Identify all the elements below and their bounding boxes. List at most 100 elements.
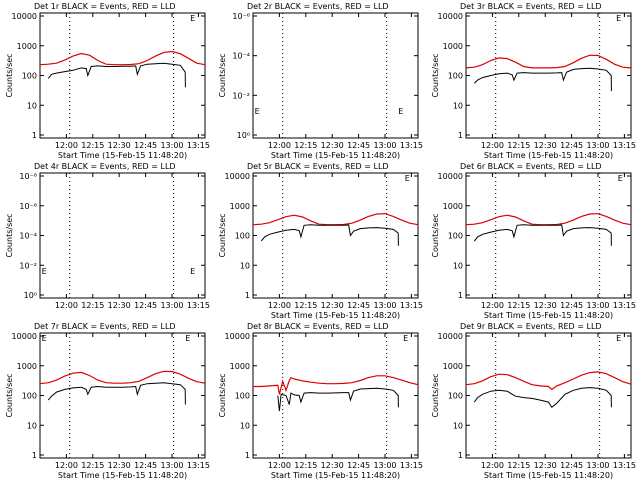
x-tick-label: 13:00 [160, 461, 183, 470]
y-tick-label: 10 [453, 101, 463, 110]
y-tick-label: 100 [448, 392, 463, 401]
x-tick-label: 12:45 [134, 301, 157, 310]
lld-series-line [465, 371, 632, 391]
chart-panel: Det 1r BLACK = Events, RED = LLD 1 10 100 10… [5, 2, 210, 160]
x-tick-label: 13:00 [373, 301, 396, 310]
x-tick-label: 12:30 [321, 141, 344, 150]
x-tick-label: 12:15 [81, 301, 104, 310]
x-tick-label: 12:15 [294, 301, 317, 310]
x-tick-label: 12:45 [134, 461, 157, 470]
x-tick-label: 13:00 [373, 141, 396, 150]
y-tick-label: 100 [448, 72, 463, 81]
events-series-line [277, 387, 399, 412]
x-tick-label: 12:30 [108, 141, 131, 150]
y-tick-label: 10 [27, 421, 37, 430]
chart-title: Det 3r BLACK = Events, RED = LLD [460, 2, 602, 11]
x-tick-label: 13:15 [613, 461, 636, 470]
events-series-line [47, 382, 186, 405]
y-tick-label: 100 [448, 232, 463, 241]
events-series-line [473, 387, 612, 409]
plot-frame [39, 12, 206, 139]
x-axis-label: Start Time (15-Feb-15 11:48:20) [58, 471, 187, 480]
chart-panel: Det 9r BLACK = Events, RED = LLD 1 10 100 10… [431, 322, 636, 480]
x-tick-label: 12:45 [347, 461, 370, 470]
plot-frame [252, 332, 419, 459]
y-axis-label: Counts/sec [5, 373, 14, 417]
x-tick-label: 12:45 [347, 301, 370, 310]
x-tick-label: 13:15 [187, 461, 210, 470]
y-tick-label: 10 [240, 261, 250, 270]
chart-title: Det 2r BLACK = Events, RED = LLD [247, 2, 389, 11]
e-marker: E [42, 267, 47, 276]
x-tick-label: 13:15 [613, 141, 636, 150]
y-tick-label: 1 [458, 291, 463, 300]
x-tick-label: 12:15 [507, 141, 530, 150]
x-axis-label: Start Time (15-Feb-15 11:48:20) [484, 151, 613, 160]
chart-title: Det 8r BLACK = Events, RED = LLD [247, 322, 389, 331]
x-tick-label: 12:15 [294, 461, 317, 470]
y-tick-label: 10000 [225, 172, 250, 181]
y-tick-label: 10⁻⁶ [232, 12, 250, 21]
chart-panel: Det 2r BLACK = Events, RED = LLD 10⁰ 10⁻² 1… [218, 2, 423, 160]
x-tick-label: 13:15 [187, 141, 210, 150]
lld-series-line [39, 370, 206, 385]
y-tick-label: 10⁰ [24, 291, 37, 300]
x-axis-label: Start Time (15-Feb-15 11:48:20) [271, 311, 400, 320]
y-tick-label: 10⁻² [232, 91, 250, 100]
chart-title: Det 1r BLACK = Events, RED = LLD [34, 2, 176, 11]
x-axis-label: Start Time (15-Feb-15 11:48:20) [484, 471, 613, 480]
y-axis-label: Counts/sec [5, 213, 14, 257]
y-tick-label: 100 [22, 392, 37, 401]
x-tick-label: 12:00 [481, 141, 504, 150]
chart-panel: Det 7r BLACK = Events, RED = LLD 1 10 100 10… [5, 322, 210, 480]
x-tick-label: 12:15 [81, 461, 104, 470]
y-tick-label: 1 [32, 131, 37, 140]
y-tick-label: 1000 [230, 202, 250, 211]
y-tick-label: 1000 [17, 362, 37, 371]
y-tick-label: 10⁻⁴ [232, 52, 250, 61]
x-tick-label: 12:30 [108, 301, 131, 310]
x-tick-label: 12:45 [560, 301, 583, 310]
y-tick-label: 1000 [230, 362, 250, 371]
x-tick-label: 13:15 [400, 301, 423, 310]
e-marker: E [42, 334, 47, 343]
plot-frame [39, 172, 206, 299]
x-tick-label: 12:00 [55, 141, 78, 150]
x-tick-label: 12:30 [321, 461, 344, 470]
plot-frame [465, 172, 632, 299]
x-tick-label: 12:00 [55, 461, 78, 470]
e-marker: E [190, 14, 195, 23]
e-marker: E [398, 107, 403, 116]
x-tick-label: 13:00 [160, 301, 183, 310]
chart-panel: Det 5r BLACK = Events, RED = LLD 1 10 100 10… [218, 162, 423, 320]
x-tick-label: 12:00 [268, 461, 291, 470]
lld-series-line [253, 375, 419, 395]
lld-series-line [39, 50, 206, 66]
y-tick-label: 10 [453, 261, 463, 270]
x-tick-label: 12:00 [268, 301, 291, 310]
e-marker: E [616, 14, 621, 23]
chart-panel: Det 8r BLACK = Events, RED = LLD 1 10 100 10… [218, 322, 423, 480]
chart-title: Det 7r BLACK = Events, RED = LLD [34, 322, 176, 331]
y-axis-label: Counts/sec [5, 53, 14, 97]
lld-series-line [465, 213, 632, 226]
y-tick-label: 1 [32, 451, 37, 460]
x-tick-label: 12:45 [560, 461, 583, 470]
e-marker: E [403, 334, 408, 343]
y-tick-label: 100 [235, 392, 250, 401]
x-tick-label: 12:30 [321, 301, 344, 310]
x-axis-label: Start Time (15-Feb-15 11:48:20) [271, 151, 400, 160]
y-tick-label: 10000 [12, 332, 37, 341]
y-tick-label: 10000 [12, 12, 37, 21]
y-tick-label: 1000 [443, 362, 463, 371]
y-axis-label: Counts/sec [431, 213, 440, 257]
y-axis-label: Counts/sec [431, 53, 440, 97]
y-tick-label: 10000 [438, 172, 463, 181]
e-marker: E [616, 334, 621, 343]
x-tick-label: 12:15 [81, 141, 104, 150]
x-tick-label: 12:30 [534, 301, 557, 310]
x-tick-label: 12:45 [560, 141, 583, 150]
x-tick-label: 13:15 [187, 301, 210, 310]
x-tick-label: 13:15 [613, 301, 636, 310]
plot-frame [39, 332, 206, 459]
